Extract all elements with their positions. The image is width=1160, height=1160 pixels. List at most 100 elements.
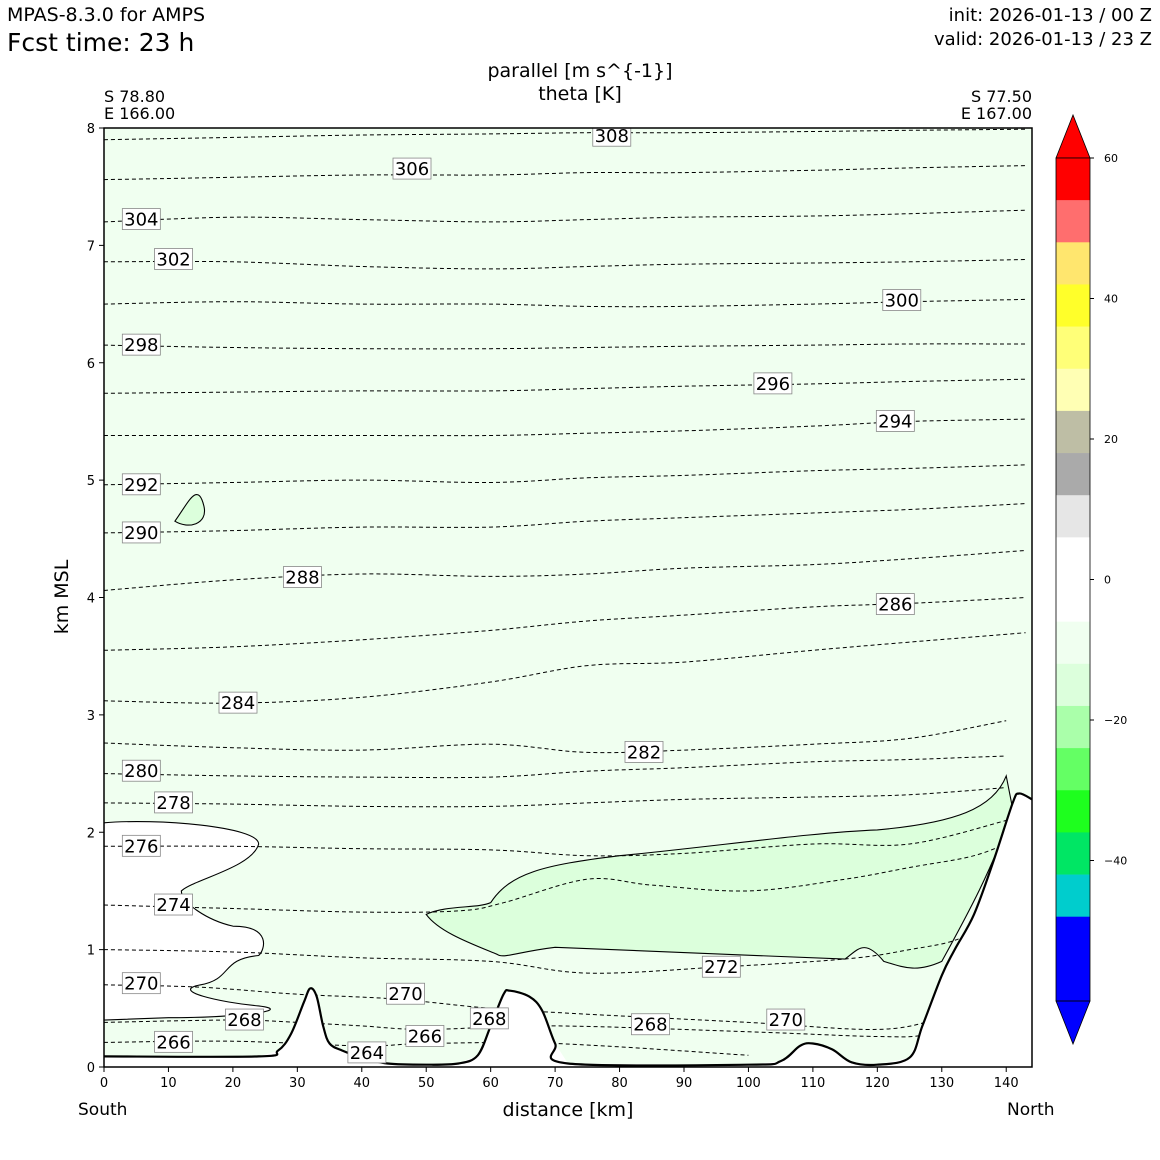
theta-contour-300 [104,298,1026,308]
wind-bubble [174,493,206,526]
contour-label: 308 [595,126,629,147]
contour-label: 306 [395,159,429,180]
x-tick-label: 50 [418,1076,435,1091]
chart-subtitle: theta [K] [538,83,622,105]
contour-label: 292 [124,475,158,496]
colorbar-tick-label: 60 [1104,152,1118,165]
left-direction-label: South [78,1100,128,1120]
theta-contour-280 [104,755,1007,779]
contour-label-box [218,691,258,714]
contour-label: 268 [472,1009,506,1030]
contour-label: 282 [627,742,661,763]
contour-label: 286 [878,595,912,616]
contour-label-box [347,1041,387,1064]
colorbar-segment [1056,705,1090,749]
plot-area: 308 306 304 302 300 298 296 294 292 290 288 286 284 2… [104,126,1032,1067]
colorbar-segment [1056,410,1090,454]
contour-label: 278 [156,793,190,814]
colorbar-tick-label: 40 [1104,293,1118,306]
theta-contour-282 [104,720,1007,754]
contour-label-box [753,372,793,395]
x-tick-label: 130 [929,1076,954,1091]
colorbar-segment [1056,832,1090,875]
x-tick-label: 0 [100,1076,108,1091]
contour-label-box [121,333,161,356]
x-tick-label: 30 [289,1076,306,1091]
contour-label-box [701,955,741,978]
y-tick-label: 8 [87,122,95,137]
theta-contour-272 [104,908,1007,974]
colorbar-segment [1056,495,1090,538]
left-end-longitude: E 166.00 [104,104,176,123]
terrain-outline [104,792,1032,1067]
contour-label-box [154,1030,193,1053]
contour-label: 270 [769,1010,803,1031]
theta-contour-290 [104,503,1026,534]
colorbar-segment [1056,916,1090,960]
colorbar-tick-label: 0 [1104,574,1111,587]
contour-label: 276 [124,836,158,857]
colorbar-segment [1056,158,1090,201]
x-axis-label: distance [km] [502,1099,634,1121]
contour-label-box [405,1025,445,1047]
init-time: init: 2026-01-13 / 00 Z [948,5,1152,26]
contour-label-box [121,834,161,857]
theta-contour-304 [104,209,1026,223]
theta-contour-302 [104,259,1026,270]
contour-label-box [154,893,193,916]
y-tick-label: 2 [87,826,95,841]
contour-label-box [392,157,432,180]
theta-contour-306 [104,165,1026,181]
contour-label: 298 [124,335,158,356]
x-tick-label: 100 [736,1076,761,1091]
contour-label-box [121,759,161,782]
theta-contour-284 [104,632,1026,704]
x-tick-label: 10 [160,1076,177,1091]
colorbar-segment [1056,748,1090,791]
contour-label-box [154,248,193,270]
x-tick-label: 70 [547,1076,564,1091]
x-tick-label: 120 [865,1076,890,1091]
colorbar-tick-label: 20 [1104,433,1118,446]
colorbar-segment [1056,874,1090,917]
colorbar-tick-label: −20 [1104,714,1127,727]
contour-label: 268 [633,1015,667,1036]
contour-label-box [121,473,161,496]
x-tick-label: 20 [225,1076,242,1091]
theta-contour-292 [104,464,1026,486]
colorbar-segment [1056,790,1090,833]
theta-contour-294 [104,418,1026,437]
chart-title: parallel [m s^{-1}] [487,60,673,82]
model-name: MPAS-8.3.0 for AMPS [7,4,206,26]
contour-label-box [882,289,922,311]
y-tick-label: 5 [87,474,95,489]
colorbar-under-arrow [1055,1000,1091,1046]
theta-contour-270 [104,984,1007,1030]
contour-label: 274 [156,895,190,916]
contour-label-box [875,410,915,432]
contour-label-box [875,593,915,615]
theta-contour-274 [104,837,1020,913]
theta-contour-288 [104,550,1026,591]
y-tick-label: 3 [87,709,95,724]
contour-label-box [631,1013,670,1036]
contour-label: 288 [285,568,319,589]
contour-label: 266 [156,1032,190,1053]
contour-label-box [121,972,161,995]
contour-label-box [154,791,193,814]
colorbar-segment [1056,537,1090,580]
contour-label: 300 [885,291,919,312]
contour-label: 280 [124,761,158,782]
terrain-fill [104,793,1032,1067]
y-tick-label: 6 [87,357,95,372]
colorbar-segment [1056,958,1090,1002]
x-tick-label: 140 [994,1076,1019,1091]
theta-contour-276 [104,820,1007,857]
contour-label-box [121,521,161,544]
contour-label-box [283,566,322,588]
contour-label-box [386,982,425,1005]
x-tick-label: 110 [800,1076,825,1091]
colorbar-segment [1056,579,1090,622]
contour-label-box [121,208,161,230]
